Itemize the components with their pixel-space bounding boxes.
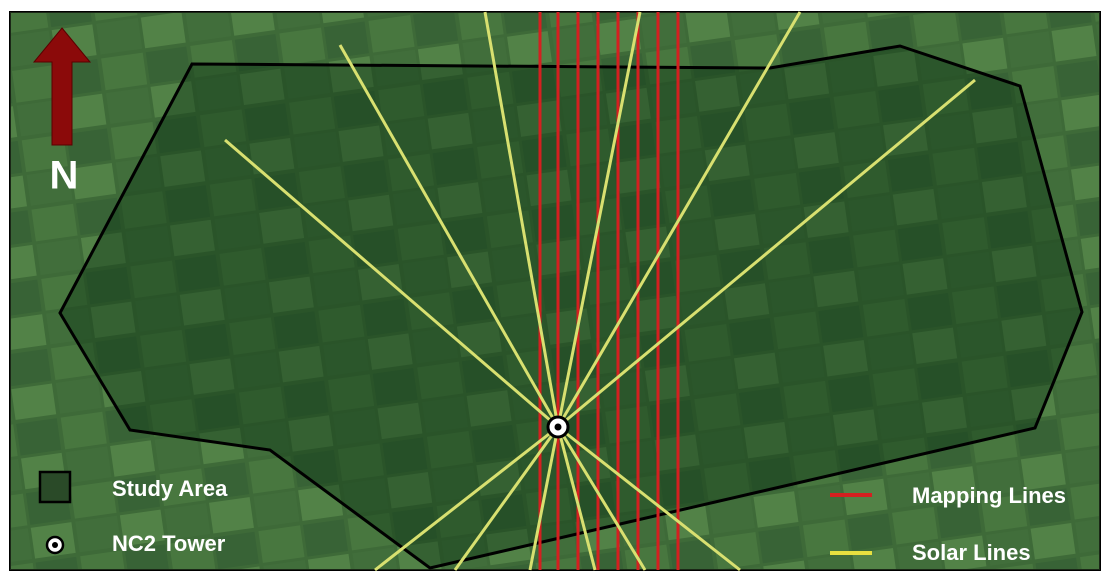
mapping-lines: [538, 12, 680, 570]
tower-marker-dot: [554, 423, 562, 431]
image-tint: [10, 12, 1100, 570]
legend-tower-dot: [52, 542, 58, 548]
north-arrow: [32, 27, 92, 146]
north-label: N: [50, 154, 79, 198]
satellite-image: [9, 11, 1101, 571]
legend-solar-lines: Solar Lines: [912, 540, 1031, 565]
legend-tower: NC2 Tower: [112, 531, 226, 556]
legend-mapping-lines: Mapping Lines: [912, 483, 1066, 508]
legend-study-area-icon: [38, 470, 72, 504]
legend-study-area: Study Area: [112, 476, 228, 501]
solar-lines: [224, 11, 976, 572]
